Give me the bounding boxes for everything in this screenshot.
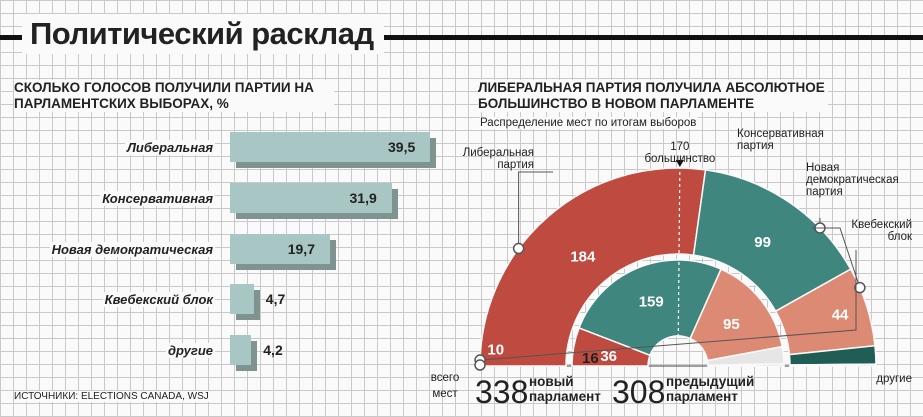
- seat-value-label: 36: [600, 348, 617, 365]
- seat-chart-title: ЛИБЕРАЛЬНАЯ ПАРТИЯ ПОЛУЧИЛА АБСОЛЮТНОЕ Б…: [478, 80, 828, 112]
- ring-total-name: парламент: [666, 389, 738, 404]
- legend-bloc-line: Квебекский: [851, 219, 912, 231]
- bar-category-label: Квебекский блок: [102, 292, 215, 307]
- bar-category-label: Новая демократическая: [49, 242, 215, 257]
- majority-text-label: большинство: [644, 153, 715, 165]
- legend-bloc-line: блок: [888, 231, 913, 243]
- seat-value-label: 99: [754, 234, 771, 251]
- seat-segment: [789, 363, 877, 367]
- seat-value-label: 184: [570, 249, 596, 266]
- source-note: ИСТОЧНИКИ: ELECTIONS CANADA, WSJ: [14, 391, 212, 402]
- legend-other-line: другие: [876, 373, 912, 385]
- bar-value-label: 4,7: [265, 291, 286, 307]
- bar-value-label: 4,2: [263, 342, 283, 358]
- ring-total-value: 308: [612, 374, 665, 410]
- majority-line: [677, 166, 681, 337]
- legend-ndp-line: партия: [806, 186, 843, 198]
- bar: [230, 132, 430, 162]
- legend-ndp-line: Новая: [806, 162, 839, 174]
- bar-chart-title: СКОЛЬКО ГОЛОСОВ ПОЛУЧИЛИ ПАРТИИ НА ПАРЛА…: [14, 80, 334, 112]
- seat-segment: [479, 167, 707, 367]
- legend-liberal-line: Либеральная: [463, 147, 534, 159]
- callout-line: [480, 250, 857, 361]
- total-caption-line: всего: [431, 372, 459, 384]
- callout-line: [518, 171, 553, 249]
- callout-line: [812, 227, 861, 288]
- seat-segment: [578, 259, 723, 357]
- bar: [230, 183, 392, 213]
- majority-marker: [675, 160, 684, 168]
- legend-ndp-line: демократическая: [806, 174, 899, 186]
- seat-value-label: 95: [723, 316, 740, 333]
- bar: [230, 234, 330, 264]
- seat-chart-subtitle: Распределение мест по итогам выборов: [480, 117, 699, 129]
- bar-category-label: другие: [166, 343, 215, 358]
- ring-total-name: новый: [529, 374, 574, 389]
- seat-value-label: 10: [487, 342, 504, 359]
- legend-conservative-line: партия: [737, 140, 774, 152]
- title-rule-left: [0, 35, 22, 40]
- title-rule-right: [378, 35, 923, 40]
- ring-total-value: 338: [475, 374, 528, 410]
- bar-category-label: Либеральная: [124, 140, 215, 155]
- bar: [230, 284, 254, 314]
- callout-dot: [474, 359, 486, 371]
- callout-dot: [854, 281, 866, 294]
- legend-conservative-line: Консервативная: [737, 128, 824, 140]
- total-caption-line: мест: [432, 388, 458, 400]
- ring-total-name: парламент: [529, 389, 601, 404]
- ring-total-name: предыдущий: [666, 374, 754, 389]
- bar: [230, 335, 252, 365]
- bar-value-label: 19,7: [287, 241, 315, 257]
- seat-segment: [707, 363, 785, 367]
- legend-liberal-line: партия: [497, 159, 534, 171]
- seat-value-label: 16: [582, 350, 599, 367]
- majority-value-label: 170: [670, 141, 689, 153]
- page-title: Политический расклад: [22, 14, 384, 54]
- seat-value-label: 44: [832, 307, 849, 324]
- seat-value-label: 159: [639, 293, 664, 310]
- bar-category-label: Консервативная: [100, 191, 215, 206]
- bar-value-label: 31,9: [349, 190, 377, 206]
- callout-dot: [512, 242, 525, 255]
- bar-value-label: 39,5: [388, 139, 416, 155]
